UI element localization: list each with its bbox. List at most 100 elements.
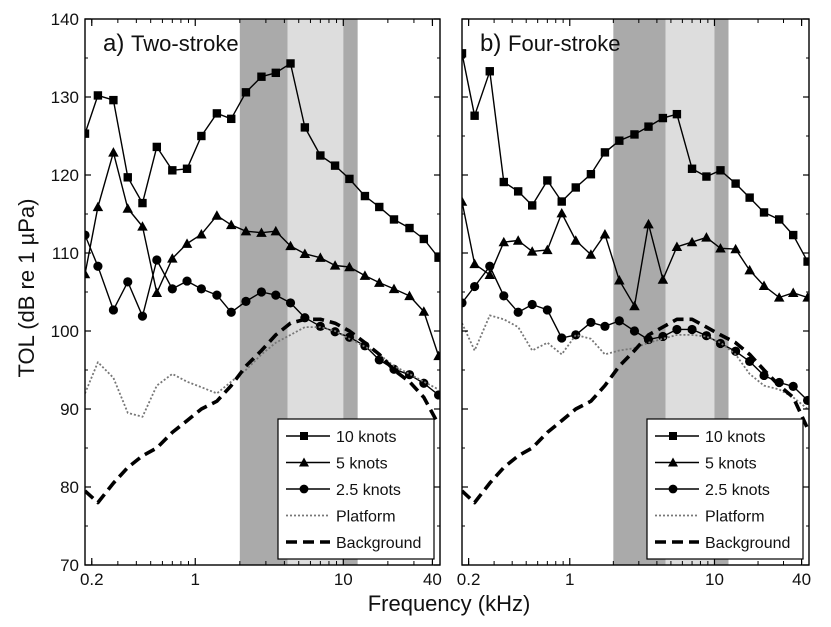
data-point-10-knots <box>731 179 740 188</box>
y-tick-label: 110 <box>52 244 79 263</box>
data-point-10-knots <box>152 142 162 152</box>
data-point-10-knots <box>123 173 132 182</box>
data-point-10-knots <box>405 223 414 233</box>
data-point-10-knots <box>803 257 809 266</box>
data-point-10-knots <box>109 95 118 105</box>
data-point-5-knots <box>599 229 611 239</box>
data-point-2-5-knots <box>256 287 267 297</box>
data-point-2-5-knots <box>658 331 668 342</box>
data-point-5-knots <box>181 238 193 248</box>
legend-label-10-knots: 10 knots <box>705 429 765 446</box>
data-point-10-knots <box>759 208 769 217</box>
data-point-10-knots <box>586 170 596 179</box>
data-point-10-knots <box>360 191 370 201</box>
data-point-2-5-knots <box>137 311 148 321</box>
panel-four-stroke: 0.2 1 10 40 b) Four-stroke 10 knots 5 knots 2.5… <box>457 18 811 589</box>
data-point-10-knots <box>375 202 384 212</box>
legend-marker-5-knots <box>299 457 309 467</box>
x-tick-label: 0.2 <box>457 570 481 589</box>
data-point-5-knots <box>657 274 669 284</box>
data-point-5-knots <box>167 253 178 263</box>
data-point-10-knots <box>241 88 251 97</box>
legend-label-10-knots: 10 knots <box>336 429 396 446</box>
data-point-5-knots <box>462 196 468 206</box>
data-point-2-5-knots <box>285 298 296 308</box>
y-tick-label: 120 <box>51 166 79 185</box>
x-tick-label: 10 <box>334 570 353 589</box>
data-point-10-knots <box>168 166 177 175</box>
data-point-10-knots <box>227 114 236 124</box>
data-point-2-5-knots <box>152 255 162 265</box>
panel-title: a) Two-stroke <box>103 30 239 57</box>
data-point-10-knots <box>789 230 798 240</box>
data-point-10-knots <box>543 176 552 185</box>
data-point-2-5-knots <box>513 307 523 317</box>
legend-label-platform: Platform <box>336 509 396 526</box>
y-tick-label: 140 <box>51 10 79 29</box>
data-point-10-knots <box>345 174 354 184</box>
data-point-2-5-knots <box>571 330 581 340</box>
data-point-5-knots <box>758 280 770 290</box>
legend-marker-2-5-knots <box>668 484 678 494</box>
data-point-5-knots <box>512 235 524 245</box>
y-tick-label: 70 <box>60 556 79 575</box>
data-point-10-knots <box>615 136 624 145</box>
data-point-2-5-knots <box>419 378 429 388</box>
data-point-10-knots <box>330 161 340 170</box>
data-point-5-knots <box>225 219 237 230</box>
legend: 10 knots 5 knots 2.5 knots Platform Backgrou… <box>277 418 435 560</box>
y-axis-label: TOL (dB re 1 µPa) <box>14 199 39 378</box>
data-point-5-knots <box>542 244 553 255</box>
data-point-5-knots <box>744 264 755 275</box>
data-point-10-knots <box>716 166 725 175</box>
data-point-10-knots <box>419 234 429 244</box>
legend-label-platform: Platform <box>705 509 765 526</box>
legend-marker-10-knots <box>300 432 308 440</box>
data-point-5-knots <box>585 249 597 259</box>
data-point-10-knots <box>557 197 566 206</box>
data-point-10-knots <box>630 130 639 139</box>
data-point-5-knots <box>92 201 104 212</box>
data-point-5-knots <box>374 277 385 287</box>
data-point-10-knots <box>286 59 295 68</box>
data-point-5-knots <box>787 287 799 297</box>
data-point-5-knots <box>329 260 341 270</box>
data-point-5-knots <box>556 207 567 218</box>
data-point-10-knots <box>702 172 711 181</box>
data-point-2-5-knots <box>731 346 741 356</box>
data-point-10-knots <box>687 164 697 173</box>
data-point-2-5-knots <box>788 381 798 391</box>
legend-label-5-knots: 5 knots <box>336 456 388 473</box>
data-point-10-knots <box>499 177 508 187</box>
panel-label: b) <box>480 30 508 57</box>
data-point-10-knots <box>85 129 90 138</box>
data-point-5-knots <box>137 221 148 231</box>
data-point-5-knots <box>773 292 785 302</box>
data-point-2-5-knots <box>499 291 509 301</box>
data-point-10-knots <box>271 68 280 78</box>
data-point-10-knots <box>197 131 206 141</box>
legend-label-background: Background <box>705 535 790 552</box>
data-point-10-knots <box>212 109 222 118</box>
data-point-10-knots <box>600 148 610 157</box>
data-point-5-knots <box>614 275 625 285</box>
legend-label-2-5-knots: 2.5 knots <box>336 482 401 499</box>
data-point-2-5-knots <box>614 316 624 326</box>
data-point-5-knots <box>701 232 712 242</box>
data-point-10-knots <box>316 151 325 160</box>
data-point-10-knots <box>658 113 668 123</box>
data-point-2-5-knots <box>196 284 206 294</box>
data-point-10-knots <box>672 109 682 119</box>
data-point-10-knots <box>389 215 399 224</box>
data-point-5-knots <box>196 229 207 239</box>
data-point-5-knots <box>359 270 371 280</box>
data-point-5-knots <box>108 147 119 157</box>
data-point-5-knots <box>418 306 430 316</box>
data-point-5-knots <box>643 218 654 229</box>
data-point-2-5-knots <box>182 276 192 286</box>
data-point-2-5-knots <box>93 261 103 271</box>
panel-title: b) Four-stroke <box>480 30 621 57</box>
data-point-2-5-knots <box>485 261 495 271</box>
data-point-10-knots <box>527 201 537 210</box>
data-point-10-knots <box>571 183 580 192</box>
